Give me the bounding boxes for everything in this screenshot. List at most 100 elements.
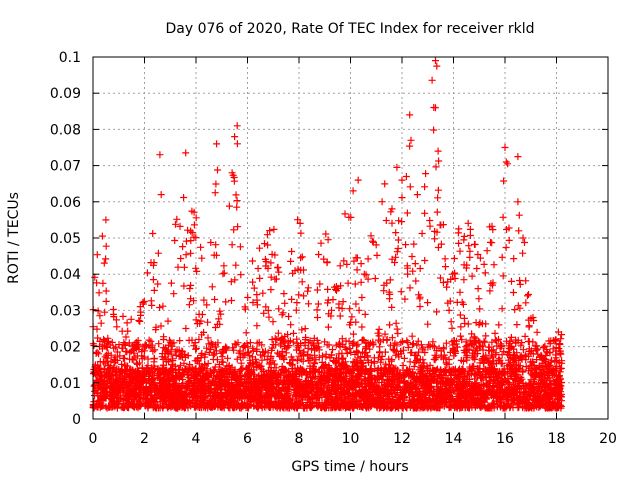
data-point [426,389,434,397]
data-point [354,340,362,348]
data-point [466,225,474,233]
data-point [268,384,276,392]
data-point [518,375,526,383]
data-point [522,388,530,396]
data-point [403,337,411,345]
data-point [478,374,486,382]
data-point [404,270,412,278]
data-point [212,241,220,249]
data-point [415,348,423,356]
data-point [207,239,215,246]
data-point [350,338,358,346]
data-point [353,266,361,274]
data-point [275,268,283,276]
data-point [488,338,496,346]
data-point [500,348,508,355]
data-point [416,303,424,310]
data-point [489,281,496,289]
data-point [102,287,110,295]
data-point [380,287,388,295]
data-point [221,367,229,375]
data-point [477,380,485,388]
data-point [192,214,200,222]
data-point [149,402,157,410]
data-point [245,383,253,390]
data-point [431,235,439,243]
data-point [521,332,529,340]
data-point [450,346,458,354]
data-point [525,345,533,353]
data-point [165,350,173,357]
data-point [355,379,363,387]
data-point [190,342,198,350]
data-point [489,376,497,384]
data-point [478,320,486,328]
data-point [486,287,494,295]
data-point [443,283,451,291]
data-point [220,262,228,270]
data-point [196,367,204,375]
data-point [122,333,130,341]
data-point [475,295,483,303]
data-points [89,57,566,412]
data-point [382,360,390,368]
data-point [180,263,188,271]
data-point [410,395,418,403]
data-point [470,396,478,404]
data-point [304,352,312,360]
data-point [510,375,518,383]
data-point [239,364,247,372]
data-point [291,365,299,372]
data-point [322,230,330,238]
data-point [109,385,117,393]
data-point [540,343,548,351]
data-point [97,319,105,327]
data-point [498,253,506,261]
data-point [490,394,497,402]
data-point [403,209,411,217]
data-point [104,334,112,342]
data-point [281,339,289,347]
data-point [444,278,452,286]
data-point [284,383,292,391]
data-point [408,399,416,407]
data-point [147,337,155,345]
data-point [313,306,321,314]
data-point [298,253,306,261]
data-point [284,343,292,351]
data-point [157,322,165,330]
data-point [201,353,209,361]
data-point [377,358,385,366]
data-point [338,349,346,357]
data-point [197,243,205,251]
data-point [315,343,323,351]
data-point [406,183,414,191]
data-point [512,388,520,396]
data-point [468,272,476,280]
data-point [150,362,158,370]
data-point [322,353,330,361]
data-point [147,297,155,305]
data-point [204,334,212,342]
data-point [309,384,317,392]
data-point [378,352,386,360]
data-point [228,297,235,304]
data-point [446,348,454,356]
data-point [162,358,170,366]
data-point [534,345,542,353]
data-point [359,348,367,356]
data-point [330,386,338,394]
data-point [162,344,170,352]
data-point [409,403,417,411]
data-point [461,349,469,357]
data-point [336,262,344,270]
data-point [470,333,478,341]
data-point [154,249,162,257]
data-point [187,227,195,235]
data-point [474,251,482,258]
data-point [214,166,221,174]
data-point [466,232,474,239]
data-point [383,336,391,344]
data-point [122,362,130,370]
data-point [526,391,534,399]
